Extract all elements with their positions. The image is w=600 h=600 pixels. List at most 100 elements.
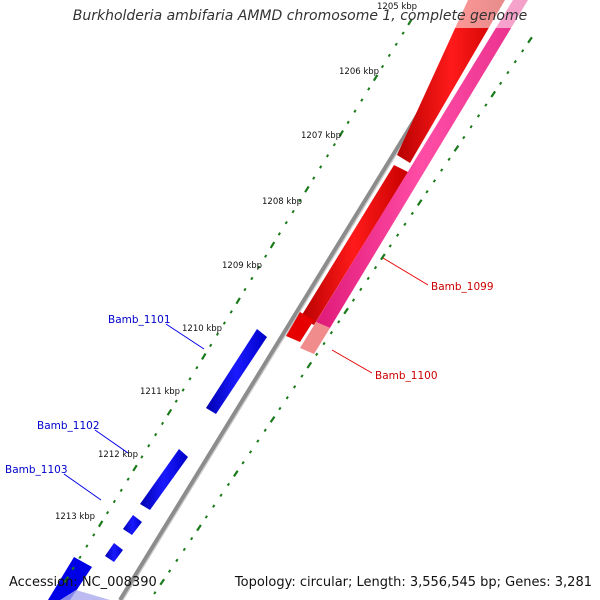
minor-tick	[278, 406, 282, 411]
gene-bamb-1102[interactable]	[140, 449, 188, 510]
minor-tick	[85, 544, 89, 548]
tick-label: 1209 kbp	[222, 261, 262, 271]
tick-label: 1213 kbp	[55, 512, 95, 522]
gene-label-bamb-1102[interactable]: Bamb_1102	[37, 420, 100, 432]
minor-tick	[498, 81, 503, 86]
tick-label: 1211 kbp	[140, 387, 180, 397]
gene-label-bamb-1103-group[interactable]: Bamb_1103	[5, 464, 102, 501]
gene-bamb-1099[interactable]	[286, 0, 505, 342]
minor-tick	[277, 232, 281, 236]
minor-tick	[182, 547, 186, 552]
minor-tick	[513, 59, 517, 64]
minor-tick	[154, 432, 158, 437]
minor-tick	[188, 377, 192, 381]
minor-tick	[351, 298, 356, 302]
gene-bamb-1101[interactable]	[206, 329, 267, 414]
minor-tick	[395, 233, 400, 237]
major-tick	[196, 524, 202, 532]
minor-tick	[359, 287, 363, 292]
gene-label-bamb-1100-group[interactable]: Bamb_1100	[331, 349, 438, 382]
minor-tick	[403, 222, 407, 226]
minor-tick	[388, 244, 392, 248]
minor-tick	[506, 70, 510, 75]
major-tick	[269, 241, 276, 249]
minor-tick	[315, 352, 319, 357]
gene-bamb-1100-arrowhead	[300, 322, 330, 354]
leader-line	[331, 349, 373, 374]
major-tick	[201, 353, 207, 360]
tick-label: 1208 kbp	[262, 197, 302, 207]
minor-tick	[105, 510, 110, 515]
minor-tick	[319, 165, 323, 169]
minor-tick	[175, 558, 179, 563]
gene-label-bamb-1099[interactable]: Bamb_1099	[431, 281, 494, 293]
minor-tick	[153, 591, 157, 595]
gene-bamb-1099-segment-upper	[397, 0, 505, 163]
major-tick	[343, 307, 349, 315]
minor-tick	[264, 254, 268, 258]
gene-lower-left[interactable]	[48, 557, 110, 600]
minor-tick	[332, 142, 336, 147]
minor-tick	[329, 330, 334, 335]
minor-tick	[257, 265, 261, 270]
leader-line	[382, 257, 429, 286]
gene-bamb-1103[interactable]	[105, 515, 142, 562]
tick-label: 1210 kbp	[182, 324, 222, 334]
accession-text: Accession: NC_008390	[9, 575, 157, 590]
gene-label-bamb-1100[interactable]: Bamb_1100	[375, 370, 438, 382]
minor-tick	[401, 31, 405, 35]
minor-tick	[160, 421, 165, 426]
gene-bamb-1100-body	[316, 0, 528, 328]
gene-bamb-1100[interactable]	[300, 0, 528, 354]
top-fade	[440, 0, 560, 28]
minor-tick	[440, 168, 444, 172]
minor-tick	[119, 488, 123, 493]
minor-tick	[300, 374, 304, 378]
minor-tick	[92, 533, 96, 537]
gene-label-bamb-1102-group[interactable]: Bamb_1102	[37, 420, 129, 454]
tick-label: 1207 kbp	[301, 131, 341, 141]
tick-marks-outer	[63, 18, 413, 584]
minor-tick	[346, 120, 350, 125]
minor-tick	[229, 310, 233, 314]
minor-tick	[147, 444, 151, 448]
major-tick	[372, 74, 379, 82]
major-tick	[166, 408, 173, 416]
minor-tick	[167, 569, 172, 573]
minor-tick	[78, 555, 82, 560]
minor-tick	[284, 220, 288, 225]
minor-tick	[226, 482, 231, 487]
minor-tick	[219, 493, 223, 497]
minor-tick	[209, 343, 213, 348]
minor-tick	[140, 455, 144, 459]
minor-tick	[353, 109, 357, 113]
minor-tick	[373, 265, 378, 270]
minor-tick	[322, 341, 326, 346]
minor-tick	[425, 190, 429, 194]
major-tick	[306, 361, 313, 369]
minor-tick	[190, 536, 194, 541]
minor-tick	[462, 135, 466, 140]
gene-bamb-1099-segment-lower	[300, 165, 408, 325]
gene-label-bamb-1101-group[interactable]: Bamb_1101	[108, 314, 205, 350]
topology-text: Topology: circular; Length: 3,556,545 bp…	[234, 575, 592, 590]
major-tick	[380, 253, 386, 261]
minor-tick	[380, 64, 385, 69]
gene-label-bamb-1101[interactable]: Bamb_1101	[108, 314, 171, 326]
tick-label: 1205 kbp	[377, 2, 417, 12]
tick-label: 1206 kbp	[339, 67, 379, 77]
major-tick	[269, 415, 276, 423]
gene-label-bamb-1099-group[interactable]: Bamb_1099	[382, 257, 494, 293]
gene-label-bamb-1103[interactable]: Bamb_1103	[5, 464, 68, 476]
minor-tick	[387, 53, 391, 58]
gene-bamb-1101-body	[206, 329, 267, 414]
minor-tick	[521, 49, 525, 53]
minor-tick	[195, 365, 199, 370]
map-title: Burkholderia ambifaria AMMD chromosome 1…	[72, 8, 528, 24]
minor-tick	[292, 385, 297, 389]
minor-tick	[285, 396, 289, 400]
minor-tick	[181, 388, 185, 392]
minor-tick	[112, 499, 116, 504]
minor-tick	[325, 154, 330, 158]
